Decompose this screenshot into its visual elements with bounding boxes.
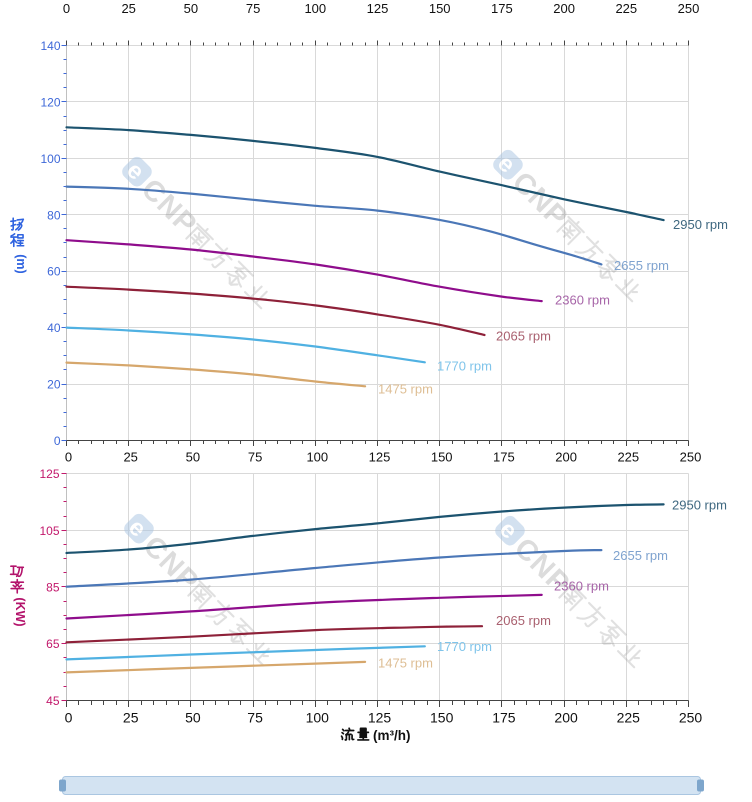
svg-text:2655 rpm: 2655 rpm bbox=[614, 258, 669, 273]
svg-text:80: 80 bbox=[47, 208, 61, 222]
svg-text:20: 20 bbox=[47, 378, 61, 392]
svg-text:105: 105 bbox=[39, 524, 59, 538]
svg-text:1770 rpm: 1770 rpm bbox=[437, 639, 492, 654]
svg-text:2950 rpm: 2950 rpm bbox=[673, 217, 728, 232]
svg-text:250: 250 bbox=[680, 450, 702, 465]
svg-text:225: 225 bbox=[617, 450, 639, 465]
svg-text:60: 60 bbox=[47, 265, 61, 279]
svg-text:100: 100 bbox=[306, 450, 328, 465]
svg-text:2950 rpm: 2950 rpm bbox=[672, 498, 727, 513]
svg-text:225: 225 bbox=[615, 1, 637, 16]
svg-text:175: 175 bbox=[493, 450, 515, 465]
svg-text:125: 125 bbox=[367, 1, 389, 16]
svg-text:2655 rpm: 2655 rpm bbox=[613, 548, 668, 563]
svg-text:25: 25 bbox=[123, 450, 137, 465]
svg-text:75: 75 bbox=[246, 1, 260, 16]
svg-text:(m): (m) bbox=[14, 254, 28, 273]
svg-text:125: 125 bbox=[368, 710, 392, 726]
svg-text:250: 250 bbox=[678, 1, 700, 16]
svg-text:(KW): (KW) bbox=[13, 597, 27, 626]
svg-text:0: 0 bbox=[63, 1, 70, 16]
svg-text:250: 250 bbox=[679, 710, 703, 726]
svg-text:75: 75 bbox=[247, 710, 263, 726]
svg-text:25: 25 bbox=[123, 710, 139, 726]
svg-text:1475 rpm: 1475 rpm bbox=[378, 656, 433, 671]
svg-text:0: 0 bbox=[65, 450, 72, 465]
svg-text:50: 50 bbox=[184, 1, 198, 16]
svg-text:120: 120 bbox=[40, 95, 60, 109]
svg-text:200: 200 bbox=[553, 1, 575, 16]
svg-text:0: 0 bbox=[65, 710, 73, 726]
svg-text:150: 150 bbox=[430, 710, 454, 726]
svg-text:1770 rpm: 1770 rpm bbox=[437, 359, 492, 374]
svg-text:(m³/h): (m³/h) bbox=[373, 728, 411, 743]
svg-text:175: 175 bbox=[491, 1, 513, 16]
svg-text:50: 50 bbox=[186, 450, 200, 465]
svg-text:150: 150 bbox=[431, 450, 453, 465]
svg-text:200: 200 bbox=[555, 450, 577, 465]
svg-text:2360 rpm: 2360 rpm bbox=[554, 579, 609, 594]
svg-text:25: 25 bbox=[121, 1, 135, 16]
svg-text:125: 125 bbox=[39, 467, 59, 481]
svg-text:200: 200 bbox=[554, 710, 578, 726]
svg-text:100: 100 bbox=[40, 152, 60, 166]
svg-text:0: 0 bbox=[54, 434, 61, 448]
svg-text:125: 125 bbox=[369, 450, 391, 465]
svg-text:85: 85 bbox=[46, 581, 60, 595]
svg-text:65: 65 bbox=[46, 637, 60, 651]
svg-text:225: 225 bbox=[617, 710, 641, 726]
svg-text:100: 100 bbox=[306, 710, 330, 726]
svg-text:175: 175 bbox=[492, 710, 516, 726]
svg-text:50: 50 bbox=[185, 710, 201, 726]
svg-text:2065 rpm: 2065 rpm bbox=[496, 613, 551, 628]
svg-text:75: 75 bbox=[248, 450, 262, 465]
svg-text:2360 rpm: 2360 rpm bbox=[555, 293, 610, 308]
svg-text:150: 150 bbox=[429, 1, 451, 16]
svg-text:1475 rpm: 1475 rpm bbox=[378, 382, 433, 397]
svg-text:40: 40 bbox=[47, 321, 61, 335]
svg-text:45: 45 bbox=[46, 694, 60, 708]
svg-text:100: 100 bbox=[304, 1, 326, 16]
svg-text:140: 140 bbox=[40, 39, 60, 53]
svg-text:2065 rpm: 2065 rpm bbox=[496, 329, 551, 344]
